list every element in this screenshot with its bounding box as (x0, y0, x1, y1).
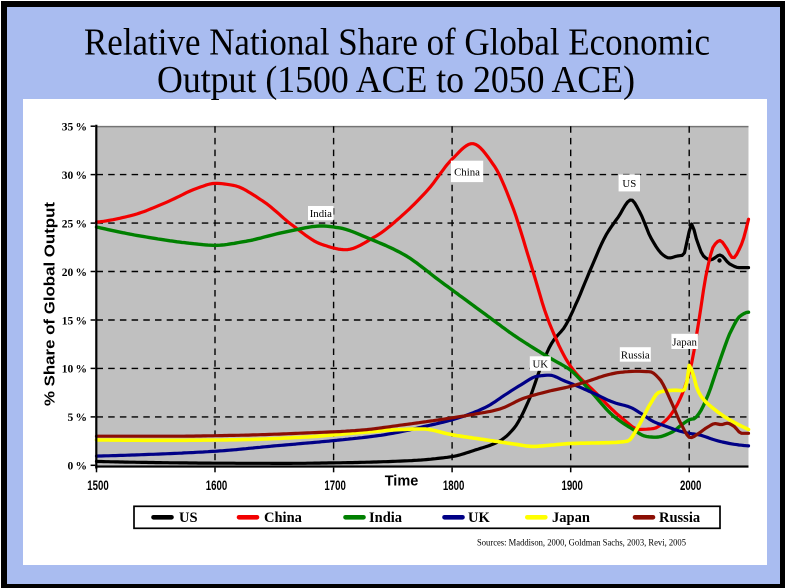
svg-text:1800: 1800 (443, 477, 465, 493)
svg-text:Output (1500 ACE to 2050 ACE): Output (1500 ACE to 2050 ACE) (157, 59, 635, 101)
svg-text:1900: 1900 (561, 477, 583, 493)
svg-text:5 %: 5 % (67, 412, 87, 424)
svg-text:China: China (454, 166, 480, 178)
svg-text:10 %: 10 % (62, 364, 87, 376)
svg-text:UK: UK (532, 359, 548, 371)
svg-text:1500: 1500 (87, 477, 109, 493)
svg-text:India: India (310, 208, 332, 220)
svg-text:Sources: Maddison, 2000, Goldm: Sources: Maddison, 2000, Goldman Sachs, … (477, 537, 686, 548)
svg-text:Time: Time (385, 474, 419, 490)
svg-text:India: India (369, 510, 403, 526)
svg-text:1700: 1700 (324, 477, 346, 493)
svg-text:35 %: 35 % (62, 122, 87, 134)
svg-text:UK: UK (468, 510, 490, 526)
svg-text:Japan: Japan (552, 510, 590, 526)
svg-text:US: US (622, 178, 636, 190)
svg-text:0 %: 0 % (67, 461, 87, 473)
svg-text:30 %: 30 % (62, 170, 87, 182)
svg-text:15 %: 15 % (62, 315, 87, 327)
svg-text:2000: 2000 (680, 477, 702, 493)
svg-text:20 %: 20 % (62, 267, 87, 279)
svg-text:25 %: 25 % (62, 218, 87, 230)
svg-text:% Share of Global Output: % Share of Global Output (43, 202, 59, 406)
svg-text:Russia: Russia (659, 510, 701, 526)
svg-text:Relative National Share of Glo: Relative National Share of Global Econom… (84, 22, 710, 64)
svg-text:Russia: Russia (621, 349, 650, 361)
svg-text:1600: 1600 (206, 477, 228, 493)
svg-text:Japan: Japan (672, 336, 697, 348)
svg-text:China: China (264, 510, 303, 526)
svg-text:US: US (179, 510, 198, 526)
